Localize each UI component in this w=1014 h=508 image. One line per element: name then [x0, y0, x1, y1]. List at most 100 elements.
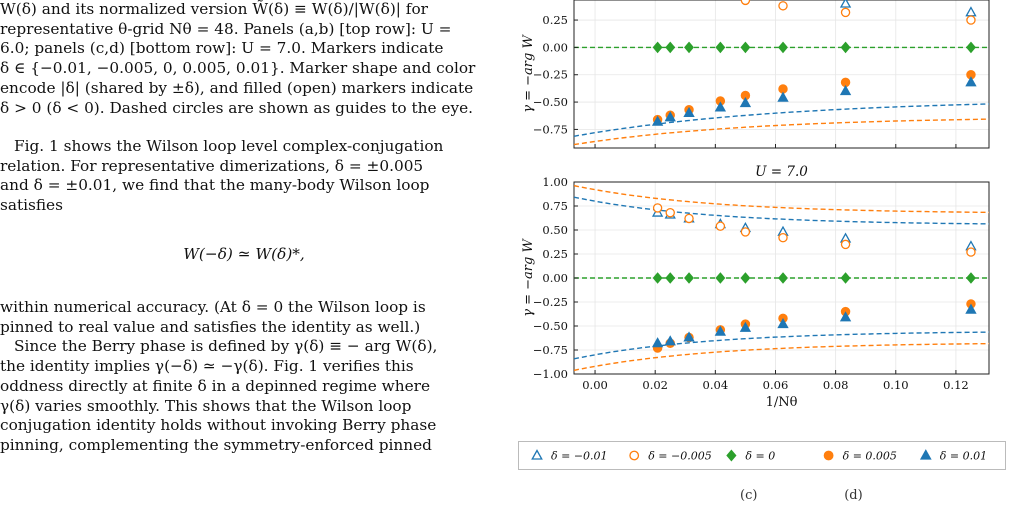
chart-title: U = 7.0 [755, 164, 808, 180]
data-point [740, 0, 751, 6]
y-tick-label: 0.75 [542, 199, 568, 213]
y-axis-label: γ = −arg W [521, 34, 536, 113]
guide-curve [574, 103, 989, 137]
data-point [740, 41, 751, 54]
x-tick-label: 0.12 [943, 378, 969, 392]
data-point [664, 111, 676, 122]
x-tick-label: 0.06 [763, 378, 789, 392]
data-point [651, 115, 664, 126]
caption-line: encode |δ| (shared by ±δ), and filled (o… [0, 78, 474, 97]
paragraph-line: Since the Berry phase is defined by γ(δ)… [14, 337, 438, 356]
caption-line: δ > 0 (δ < 0). Dashed circles are shown … [0, 98, 474, 117]
data-point [665, 272, 676, 284]
data-point [966, 15, 976, 25]
caption-line: representative θ-grid Nθ = 48. Panels (a… [0, 19, 452, 38]
y-tick-label: 0.00 [542, 271, 568, 285]
y-tick-label: −0.50 [533, 95, 568, 109]
data-point [684, 41, 694, 54]
data-point [715, 272, 726, 284]
data-point [965, 76, 977, 87]
data-point [714, 101, 727, 112]
y-tick-label: −0.25 [533, 68, 568, 82]
paragraph-line: satisfies [0, 196, 63, 215]
legend: δ = −0.01 δ = −0.005 δ = 0 δ = 0.005 δ = 0.0… [518, 441, 1006, 470]
guide-curve [574, 196, 989, 225]
legend-label: δ = 0.005 [843, 450, 897, 463]
data-point [715, 221, 726, 231]
data-point [777, 317, 789, 329]
y-axis-label: γ = −arg W [521, 238, 536, 317]
figure-caption: W(δ) and its normalized version W̃(δ) ≡ … [0, 0, 488, 118]
x-tick-label: 0.04 [703, 378, 729, 392]
guide-curves [574, 46, 989, 146]
y-tick-label: −0.75 [533, 343, 568, 357]
data-point [684, 213, 694, 224]
data-point [664, 335, 676, 346]
data-markers [651, 0, 977, 126]
data-point [778, 272, 788, 284]
legend-label: δ = 0 [745, 450, 775, 463]
legend-label: δ = −0.01 [551, 450, 608, 463]
data-point [839, 0, 852, 8]
data-point [740, 227, 751, 237]
data-point [651, 337, 664, 348]
paragraph-line: γ(δ) varies smoothly. This shows that th… [0, 396, 412, 415]
data-point [778, 232, 788, 243]
caption-line: δ ∈ {−0.01, −0.005, 0, 0.005, 0.01}. Mar… [0, 59, 476, 78]
data-markers [651, 203, 977, 353]
paragraph-line: within numerical accuracy. (At δ = 0 the… [0, 298, 426, 316]
paragraph-line: the identity implies γ(−δ) ≃ −γ(δ). Fig.… [0, 357, 414, 376]
figure: 0.25 0.00 −0.25 −0.50 −0.75 γ = −arg W 1.00 0.7… [500, 0, 1014, 504]
y-tick-label: −0.75 [533, 122, 568, 136]
data-point [840, 7, 851, 18]
paragraph-1: Fig. 1 shows the Wilson loop level compl… [0, 137, 488, 216]
y-tick-label: −0.50 [533, 319, 568, 333]
data-point [683, 331, 695, 342]
data-point [965, 6, 977, 17]
paragraph-line: Fig. 1 shows the Wilson loop level compl… [14, 137, 444, 155]
legend-label: δ = 0.01 [940, 450, 987, 463]
guide-curve [574, 118, 989, 146]
y-tick-label: 1.00 [542, 175, 568, 189]
guide-curve [574, 184, 989, 214]
data-point [715, 41, 726, 54]
chart-panel-bottom: 1.00 0.75 0.50 0.25 0.00 −0.25 −0.50 −0.75 −1.00… [521, 164, 990, 410]
data-point [839, 85, 852, 96]
data-point [840, 239, 851, 250]
x-tick-label: 0.02 [642, 378, 668, 392]
chart-panel-top: 0.25 0.00 −0.25 −0.50 −0.75 γ = −arg W [521, 0, 990, 149]
data-point [839, 311, 852, 322]
paragraph-line: pinning, complementing the symmetry-enfo… [0, 435, 432, 454]
equation: W(−δ) ≃ W(δ)*, [183, 245, 305, 263]
paragraph-line: pinned to real value and satisfies the i… [0, 317, 421, 336]
data-point [739, 97, 752, 108]
legend-label: δ = −0.005 [648, 450, 712, 463]
data-point [966, 41, 976, 54]
plot-frame [573, 0, 990, 149]
x-axis-label: 1/Nθ [766, 395, 798, 410]
y-tick-label: 0.00 [542, 40, 568, 54]
data-point [966, 247, 976, 257]
data-point [652, 272, 663, 284]
x-tick-label: 0.08 [823, 378, 849, 392]
x-tick-label: 0.00 [582, 378, 608, 392]
y-tick-label: 0.25 [542, 247, 568, 261]
data-point [665, 41, 676, 54]
y-tick-label: 0.25 [542, 13, 568, 27]
data-point [739, 321, 752, 332]
legend-marker [531, 449, 543, 460]
data-point [778, 1, 788, 11]
guide-curve [574, 342, 989, 372]
data-point [684, 272, 694, 284]
paragraph-line: and δ = ±0.01, we find that the many-bod… [0, 176, 430, 195]
data-point [966, 272, 976, 284]
legend-svg: δ = −0.01 δ = −0.005 δ = 0 δ = 0.005 δ = 0.0… [531, 449, 987, 463]
y-tick-label: −1.00 [533, 367, 568, 381]
data-point [840, 41, 851, 54]
caption-line: W(δ) and its normalized version W̃(δ) ≡ … [0, 0, 428, 18]
guide-curve [574, 331, 989, 360]
panel-labels: (c) (d) [740, 488, 863, 503]
guide-curves [574, 184, 989, 372]
data-point [965, 303, 977, 314]
legend-marker [919, 449, 932, 460]
